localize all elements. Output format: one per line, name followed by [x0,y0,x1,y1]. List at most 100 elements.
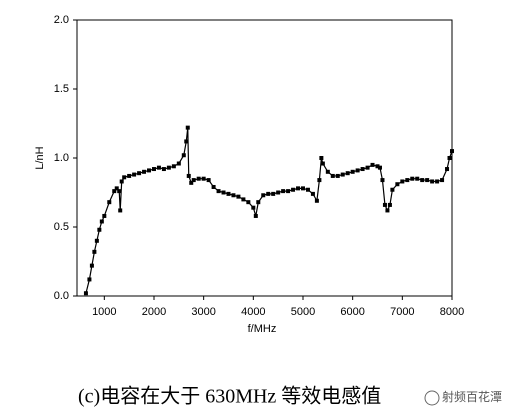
y-tick-label: 1.5 [54,83,69,95]
data-point [314,198,319,203]
data-point [181,153,186,158]
data-point [382,202,387,207]
watermark: 射频百花潭 [442,389,502,404]
x-tick-label: 5000 [291,306,315,318]
data-point [256,200,261,205]
data-point [92,249,97,254]
data-point [271,191,276,196]
y-tick-label: 1.0 [54,152,69,164]
data-point [191,178,196,183]
data-point [231,193,236,198]
data-point [117,189,122,194]
data-point [435,179,440,184]
data-point [119,179,124,184]
data-point [340,172,345,177]
data-point [114,186,119,191]
data-point [142,169,147,174]
data-point [405,178,410,183]
data-point [400,179,405,184]
data-point [241,197,246,202]
data-point [261,193,266,198]
data-point [201,176,206,181]
data-point [281,189,286,194]
data-point [380,178,385,183]
data-point [156,165,161,170]
data-point [246,200,251,205]
x-tick-label: 3000 [191,306,215,318]
data-point [186,173,191,178]
data-point [276,190,281,195]
data-point [430,179,435,184]
data-point [330,173,335,178]
data-point [132,172,137,177]
y-axis-label: L/nH [34,146,46,169]
data-point [184,139,189,144]
data-point [335,173,340,178]
data-point [166,165,171,170]
data-point [216,189,221,194]
y-tick-label: 0.5 [54,221,69,233]
data-point [420,178,425,183]
data-point [236,194,241,199]
x-tick-label: 1000 [92,306,116,318]
x-tick-label: 7000 [390,306,414,318]
data-point [310,191,315,196]
data-point [440,178,445,183]
data-point [296,186,301,191]
data-point [185,125,190,130]
data-point [266,191,271,196]
data-point [99,219,104,224]
data-point [189,180,194,185]
x-tick-label: 4000 [241,306,265,318]
data-point [350,169,355,174]
plot-frame [76,19,453,297]
data-point [112,189,117,194]
data-point [370,162,375,167]
data-point [83,291,88,296]
data-point [122,175,127,180]
data-point [89,263,94,268]
data-point [291,187,296,192]
data-point [221,190,226,195]
data-point [211,184,216,189]
data-point [355,168,360,173]
data-point [415,176,420,181]
data-point [395,182,400,187]
data-line [85,127,453,294]
data-point [127,173,132,178]
data-point [450,149,454,154]
x-axis-label: f/MHz [248,323,277,335]
data-point [206,178,211,183]
data-point [286,189,291,194]
y-tick-label: 2.0 [54,14,69,26]
data-point [118,208,123,213]
data-point [447,156,452,160]
data-point [305,187,310,192]
data-point [365,165,370,170]
data-point [377,165,382,170]
data-point [251,205,256,210]
data-point [196,176,201,181]
data-point [320,161,325,166]
data-point [102,213,107,218]
data-point [176,161,181,166]
data-point [300,186,305,191]
data-point [325,169,330,174]
data-point [253,213,258,218]
x-tick-label: 6000 [340,306,364,318]
data-point [147,168,152,173]
data-point [319,156,324,160]
data-point [387,202,392,207]
data-point [390,187,395,192]
data-point [151,167,156,172]
data-point [107,200,112,205]
data-point [345,171,350,176]
data-point [97,227,102,232]
caption: (c)电容在大于 630MHz 等效电感值 [78,385,381,408]
data-point [445,167,450,172]
data-point [171,164,176,169]
data-point [226,191,231,196]
watermark-icon [424,390,440,406]
data-point [137,171,142,176]
